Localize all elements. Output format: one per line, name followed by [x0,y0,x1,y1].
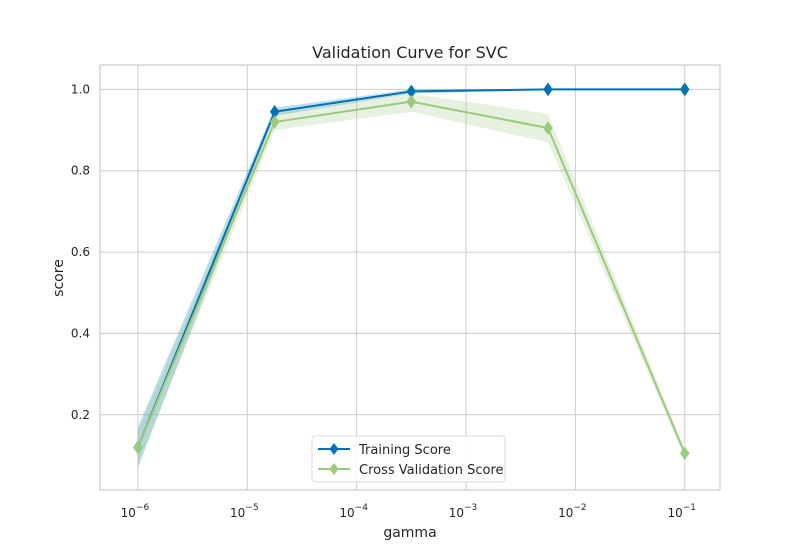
plot-frame [99,64,721,491]
x-tick-exponent: −6 [136,503,150,513]
x-tick-exponent: −5 [245,503,258,513]
legend-marker [329,443,339,455]
data-point [406,94,417,109]
y-axis-ticks: 0.2 0.4 0.6 0.8 1.0 [71,82,90,421]
y-tick-label: 0.2 [71,408,90,422]
x-tick-exponent: −1 [683,503,696,513]
data-point [543,82,553,97]
data-point [133,440,143,455]
x-tick-exponent: −3 [464,503,477,513]
data-point [679,446,690,461]
data-point [269,114,280,129]
y-tick-label: 0.8 [71,164,90,178]
legend-label: Training Score [358,443,451,458]
x-tick-exponent: −4 [355,503,369,513]
chart-title: Validation Curve for SVC [312,43,508,62]
legend-label: Cross Validation Score [359,463,504,478]
legend-marker [329,463,339,475]
legend: Training Score Cross Validation Score [311,435,506,483]
legend-box [311,435,506,483]
y-axis-label: score [51,259,67,297]
x-axis-label: gamma [383,525,436,541]
data-point [543,121,553,135]
y-tick-label: 0.4 [71,326,90,340]
data-point [679,82,690,97]
series-markers [133,82,690,461]
y-tick-label: 0.6 [71,245,90,259]
y-tick-label: 1.0 [71,82,90,96]
x-tick-exponent: −2 [573,503,586,513]
